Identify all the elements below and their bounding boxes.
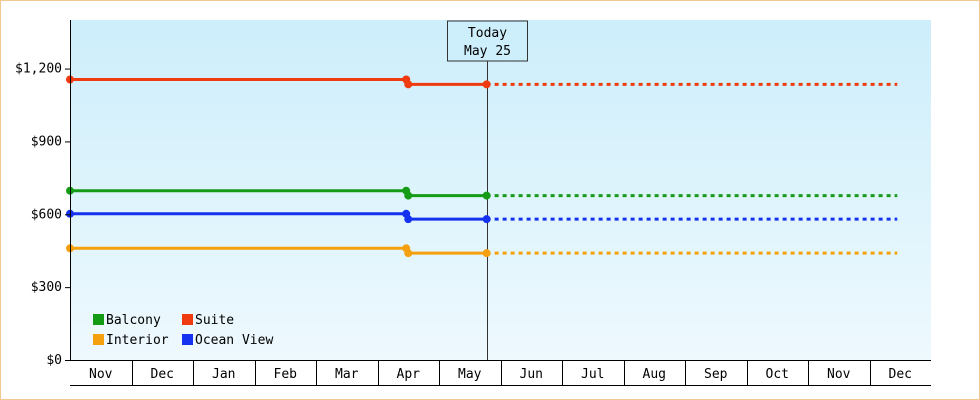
data-point-ocean-view [404,215,413,224]
today-label: Today [468,26,507,41]
x-tick-label: Feb [274,367,298,382]
data-point-interior [482,249,491,258]
x-tick-label: Dec [889,367,912,382]
today-box [447,20,528,62]
x-tick-label: Oct [766,367,789,382]
x-tick-label: Sep [704,367,728,382]
y-tick-label: $300 [31,280,62,295]
x-tick-label: Jun [520,367,543,382]
data-point-suite [404,80,413,89]
legend-swatch-suite [182,314,193,325]
x-tick-label: Aug [643,367,666,382]
x-tick-label: Jul [581,367,604,382]
data-point-interior [404,249,413,258]
y-tick-label: $600 [31,207,62,222]
y-tick-label: $0 [46,353,62,368]
y-tick-label: $900 [31,134,62,149]
x-tick-label: Apr [397,367,421,382]
today-date: May 25 [464,44,511,59]
data-point-suite [482,80,491,89]
legend-label-balcony: Balcony [106,313,161,328]
legend-swatch-ocean-view [182,334,193,345]
legend-swatch-balcony [93,314,104,325]
x-tick-label: Dec [151,367,174,382]
data-point-ocean-view [482,215,491,224]
x-tick-label: Jan [212,367,235,382]
x-tick-label: Nov [827,367,851,382]
data-point-balcony [404,191,413,200]
x-tick-label: Mar [335,367,359,382]
data-point-balcony [482,191,491,200]
legend-label-interior: Interior [106,333,169,348]
legend-label-ocean-view: Ocean View [195,333,273,348]
x-tick-label: Nov [89,367,113,382]
legend-label-suite: Suite [195,313,234,328]
x-tick-label: May [458,367,482,382]
legend-swatch-interior [93,334,104,345]
y-tick-label: $1,200 [15,62,62,77]
